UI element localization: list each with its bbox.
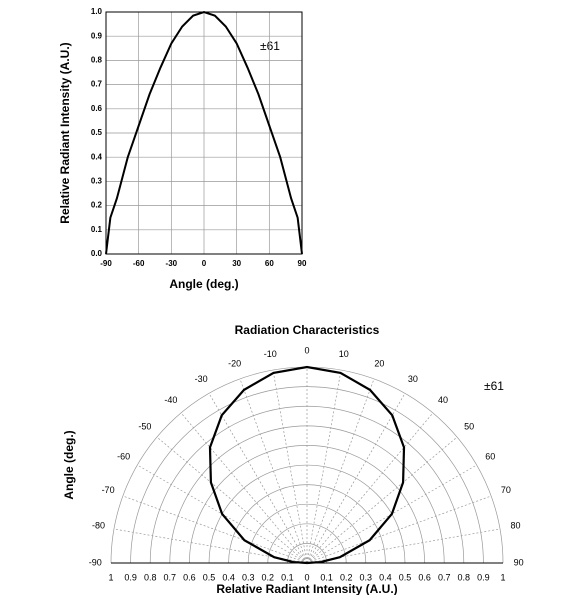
r-tick-label: 0.8 — [144, 572, 157, 582]
r-tick-label: 0.1 — [281, 572, 294, 582]
theta-tick-label: 20 — [374, 358, 384, 368]
x-tick-label: -90 — [100, 259, 112, 268]
theta-tick-label: 10 — [339, 349, 349, 359]
curve — [105, 10, 303, 255]
r-tick-label: 0.7 — [438, 572, 451, 582]
r-tick-label: 1 — [500, 572, 505, 582]
grid-spoke — [306, 369, 342, 564]
theta-tick-label: 90 — [514, 557, 524, 567]
theta-tick-label: -30 — [195, 374, 208, 384]
grid-arc — [247, 503, 367, 564]
r-tick-label: 0.7 — [164, 572, 177, 582]
grid-arc — [228, 484, 386, 564]
y-tick-label: 0.2 — [91, 201, 103, 210]
annotation: ±61 — [484, 379, 504, 393]
x-tick-label: 60 — [265, 259, 274, 268]
grid-spoke — [180, 412, 308, 564]
theta-tick-label: -80 — [92, 521, 105, 531]
theta-tick-label: 50 — [464, 421, 474, 431]
grid-spoke — [122, 495, 308, 564]
theta-tick-label: -90 — [89, 557, 102, 567]
theta-tick-label: 0 — [304, 346, 309, 356]
theta-tick-label: 30 — [408, 374, 418, 384]
r-tick-label: 0.3 — [360, 572, 373, 582]
y-tick-label: 0.3 — [91, 177, 103, 186]
theta-tick-label: 40 — [438, 395, 448, 405]
theta-tick-label: -20 — [228, 358, 241, 368]
grid-spoke — [306, 378, 375, 564]
r-tick-label: 0.6 — [183, 572, 196, 582]
r-tick-label: 0 — [304, 572, 309, 582]
theta-tick-label: 60 — [485, 452, 495, 462]
x-axis-label: Relative Radiant Intensity (A.U.) — [216, 582, 397, 595]
y-axis-label: Relative Radiant Intensity (A.U.) — [58, 42, 72, 223]
r-tick-label: 0.9 — [124, 572, 137, 582]
y-tick-label: 0.0 — [91, 249, 103, 258]
theta-tick-label: 70 — [501, 485, 511, 495]
y-tick-label: 0.5 — [91, 128, 103, 137]
y-tick-label: 0.1 — [91, 225, 103, 234]
grid-spoke — [239, 378, 308, 564]
grid-arc — [267, 523, 347, 564]
x-tick-label: 0 — [202, 259, 207, 268]
r-tick-label: 0.5 — [399, 572, 412, 582]
theta-tick-label: -70 — [102, 485, 115, 495]
grid-spoke — [306, 412, 434, 564]
r-tick-label: 1 — [108, 572, 113, 582]
y-tick-label: 0.7 — [91, 80, 103, 89]
r-tick-label: 0.6 — [418, 572, 431, 582]
r-tick-label: 0.5 — [203, 572, 216, 582]
r-tick-label: 0.3 — [242, 572, 255, 582]
grid-spoke — [156, 436, 308, 564]
x-axis-label: Angle (deg.) — [169, 277, 238, 291]
grid-spoke — [306, 495, 492, 564]
y-tick-label: 1.0 — [91, 7, 103, 16]
theta-tick-label: -50 — [138, 421, 151, 431]
theta-tick-label: -10 — [264, 349, 277, 359]
r-tick-label: 0.9 — [477, 572, 490, 582]
y-tick-label: 0.6 — [91, 104, 103, 113]
r-tick-label: 0.1 — [320, 572, 333, 582]
r-tick-label: 0.4 — [222, 572, 235, 582]
y-tick-label: 0.8 — [91, 56, 103, 65]
annotation: ±61 — [260, 39, 280, 53]
theta-tick-label: -40 — [164, 395, 177, 405]
r-tick-label: 0.2 — [340, 572, 353, 582]
x-tick-label: -30 — [166, 259, 178, 268]
curve — [208, 365, 406, 565]
chart-title: Radiation Characteristics — [235, 323, 380, 337]
x-tick-label: 90 — [298, 259, 307, 268]
grid-spoke — [272, 369, 308, 564]
y-tick-label: 0.9 — [91, 31, 103, 40]
x-tick-label: 30 — [232, 259, 241, 268]
grid-spoke — [306, 436, 458, 564]
grid-spoke — [208, 393, 308, 564]
theta-tick-label: -60 — [117, 452, 130, 462]
r-tick-label: 0.4 — [379, 572, 392, 582]
theta-tick-label: 80 — [510, 521, 520, 531]
x-tick-label: -60 — [133, 259, 145, 268]
grid-spoke — [306, 393, 406, 564]
r-tick-label: 0.8 — [458, 572, 471, 582]
y-tick-label: 0.4 — [91, 152, 103, 161]
r-tick-label: 0.2 — [262, 572, 275, 582]
grid-arc — [287, 543, 327, 564]
y-axis-label: Angle (deg.) — [62, 430, 76, 499]
